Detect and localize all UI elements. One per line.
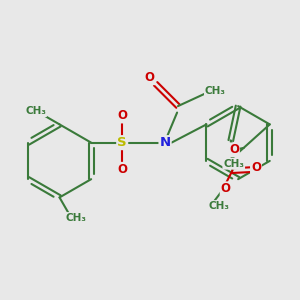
Text: CH₃: CH₃: [208, 201, 229, 211]
Text: O: O: [117, 163, 127, 176]
Text: O: O: [229, 143, 239, 156]
Text: N: N: [160, 136, 171, 149]
Text: S: S: [117, 136, 127, 149]
Text: CH₃: CH₃: [223, 159, 244, 169]
Text: O: O: [117, 110, 127, 122]
Text: O: O: [221, 182, 231, 195]
Text: CH₃: CH₃: [66, 213, 87, 223]
Text: CH₃: CH₃: [25, 106, 46, 116]
Text: O: O: [145, 71, 154, 84]
Text: O: O: [251, 161, 261, 174]
Text: CH₃: CH₃: [205, 85, 226, 96]
